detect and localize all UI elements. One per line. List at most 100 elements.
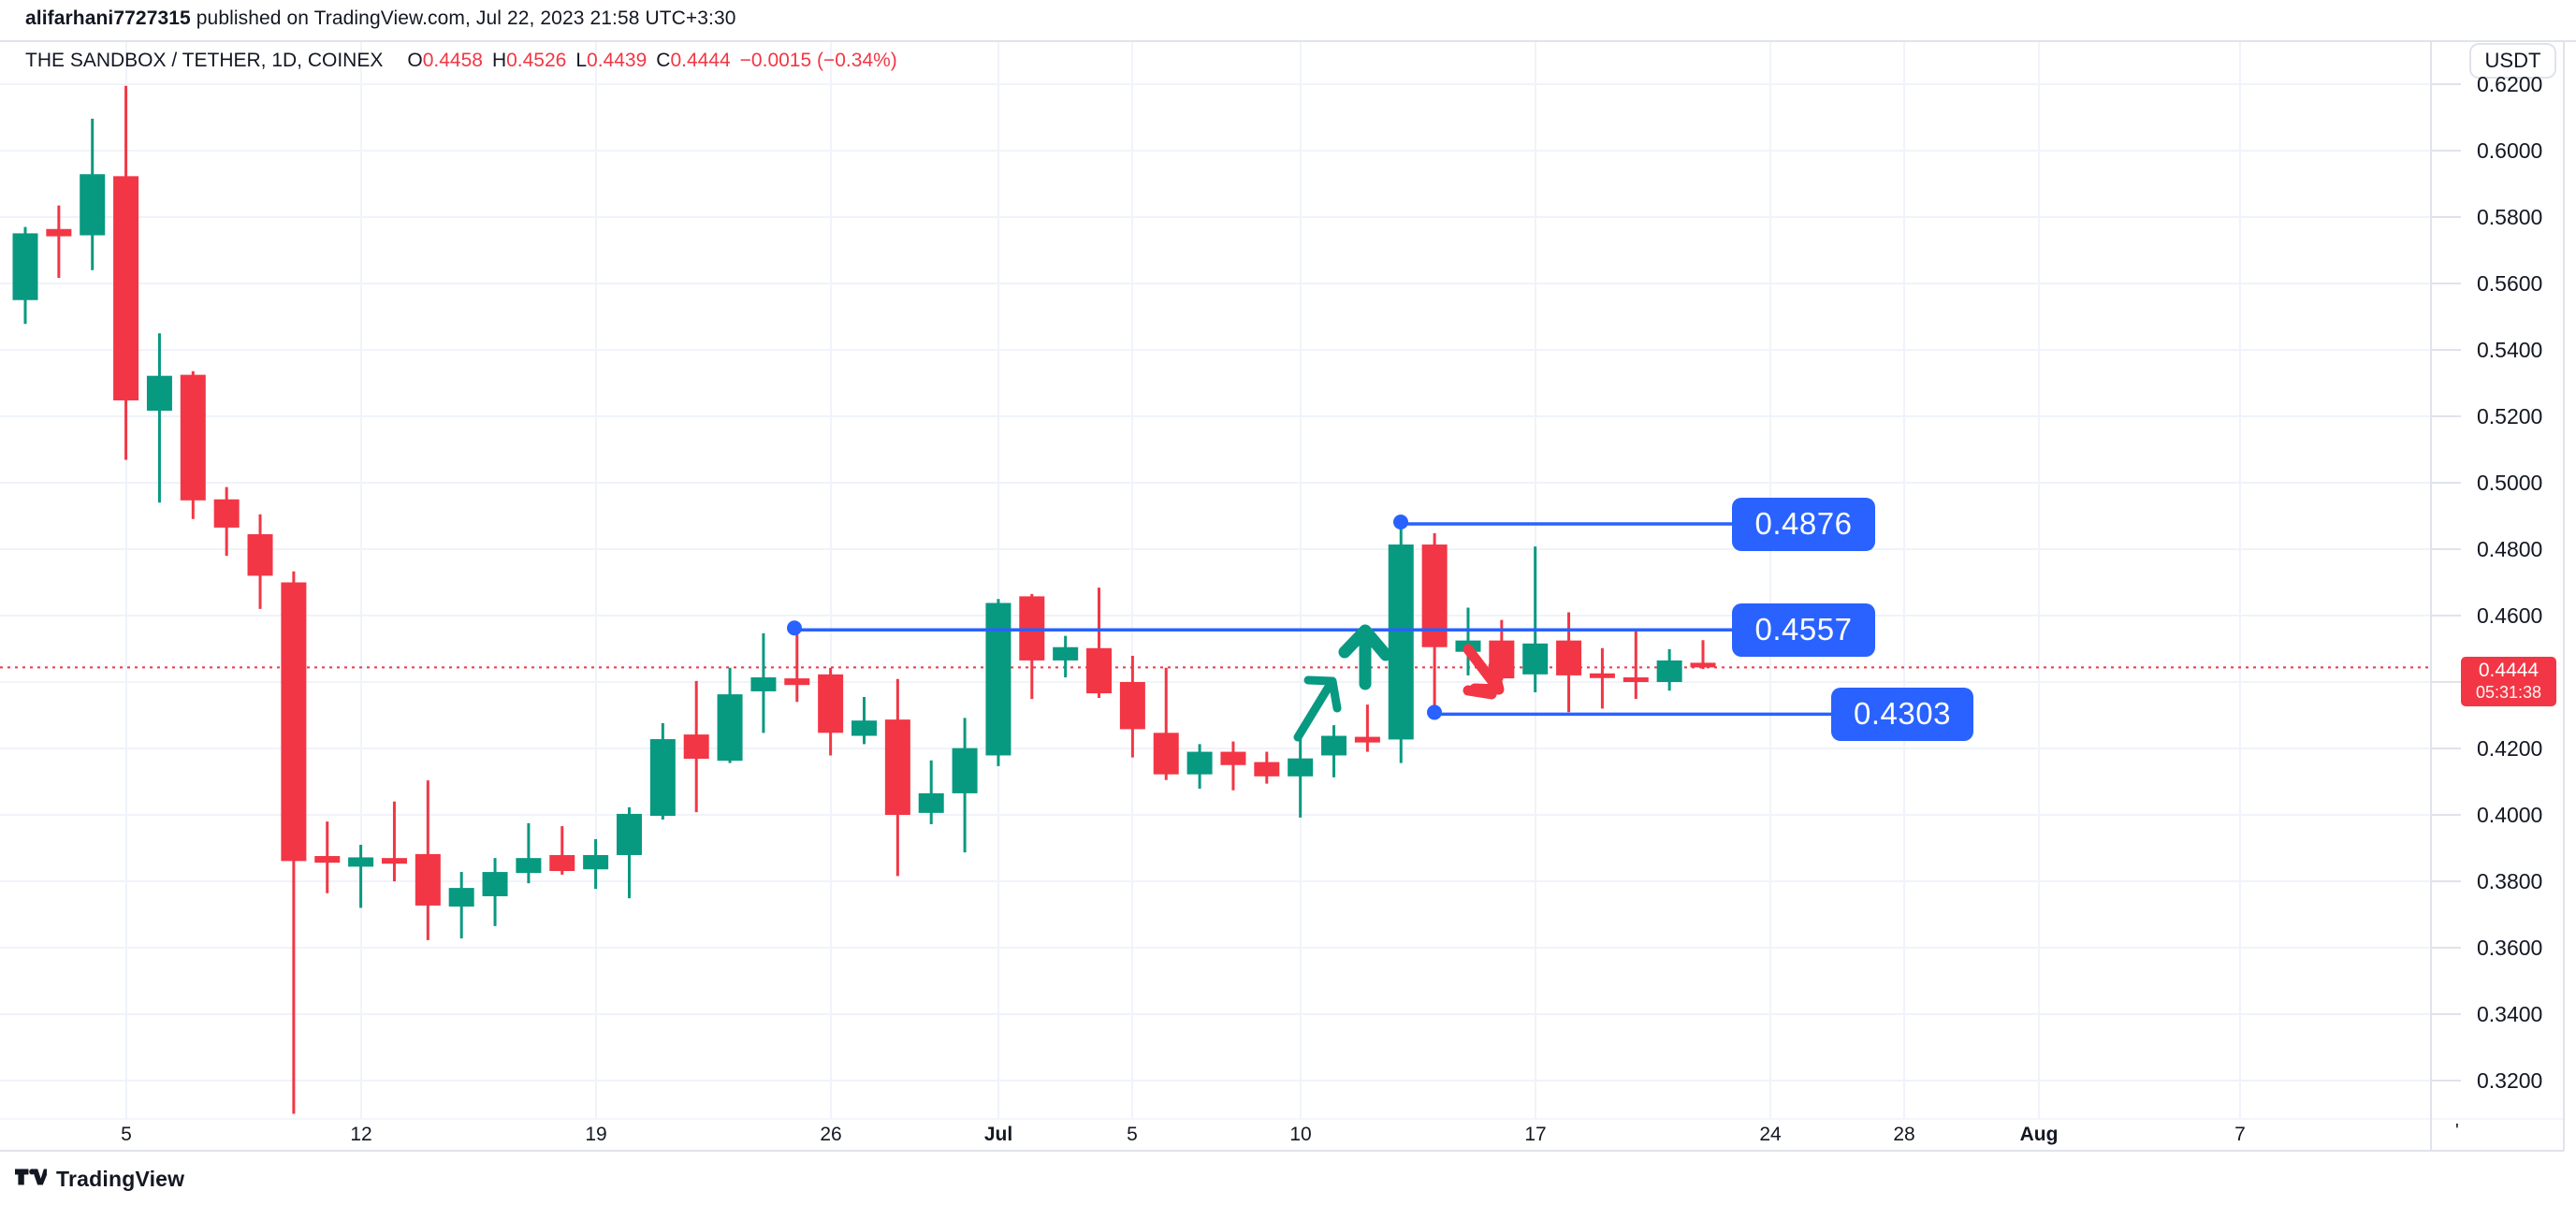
- price-axis-label: 0.5600: [2477, 271, 2543, 296]
- candle-body: [146, 375, 172, 411]
- candle-body: [851, 720, 877, 736]
- price-axis-label: 0.4600: [2477, 603, 2543, 628]
- candle-body: [1254, 762, 1280, 777]
- price-axis-label: 0.5400: [2477, 338, 2543, 362]
- footer-brand[interactable]: TradingView: [15, 1166, 184, 1193]
- level-value: 0.4303: [1854, 696, 1951, 732]
- candle-body: [985, 602, 1011, 756]
- time-axis-label: 5: [121, 1124, 132, 1145]
- candle-body: [649, 739, 676, 817]
- price-axis-label: 0.4000: [2477, 803, 2543, 827]
- open-label: O: [407, 50, 423, 71]
- candle-body: [314, 856, 341, 864]
- candle-body: [381, 858, 407, 864]
- price-axis-label: 0.6000: [2477, 138, 2543, 163]
- drawing-arrow: [1463, 685, 1497, 700]
- tradingview-logo-icon: [15, 1166, 50, 1193]
- level-value: 0.4557: [1754, 612, 1853, 647]
- candle-body: [750, 677, 777, 691]
- candle-body: [80, 174, 106, 236]
- candle-body: [1522, 643, 1549, 675]
- drawing-arrow: [1338, 624, 1392, 661]
- candle-body: [213, 499, 240, 528]
- candle-body: [1388, 544, 1414, 740]
- candle-body: [1656, 660, 1682, 682]
- candle-body: [348, 857, 374, 867]
- high-label: H: [491, 50, 507, 71]
- level-value: 0.4876: [1754, 506, 1853, 542]
- price-level-badge-low[interactable]: 0.4303: [1831, 687, 1973, 741]
- price-axis-label: 0.4200: [2477, 736, 2543, 761]
- time-axis-label: 12: [350, 1124, 372, 1145]
- candle-body: [247, 534, 273, 576]
- candle-body: [1556, 640, 1582, 675]
- candle-body: [1186, 751, 1213, 775]
- candle-body: [549, 854, 575, 871]
- symbol-title: THE SANDBOX / TETHER, 1D, COINEX: [25, 50, 384, 71]
- candle-body: [482, 872, 508, 896]
- candle-body: [1321, 735, 1347, 756]
- candle-body: [1589, 673, 1615, 678]
- high-value: 0.4526: [506, 50, 567, 71]
- candle-body: [616, 813, 642, 855]
- candle-body: [1690, 662, 1716, 668]
- candle-body: [281, 582, 307, 862]
- symbol-legend[interactable]: THE SANDBOX / TETHER, 1D, COINEX O0.4458 H…: [25, 50, 897, 72]
- close-value: 0.4444: [670, 50, 731, 71]
- candle-body: [46, 228, 72, 237]
- time-axis-label: 5: [1127, 1124, 1138, 1145]
- candle-body: [415, 853, 441, 906]
- time-axis-label: 7: [2234, 1124, 2246, 1145]
- candle-body: [818, 674, 844, 733]
- candle-body: [516, 858, 542, 874]
- candle-countdown: 05:31:38: [2475, 683, 2542, 702]
- candle-body: [180, 374, 206, 501]
- time-axis-label: 17: [1524, 1124, 1547, 1145]
- time-axis-label: 26: [820, 1124, 842, 1145]
- candle-body: [1153, 733, 1179, 775]
- price-axis-label: 0.3600: [2477, 936, 2543, 960]
- candle-body: [1288, 758, 1314, 777]
- candle-body: [884, 719, 910, 815]
- current-price-badge: 0.4444 05:31:38: [2461, 657, 2556, 706]
- level-anchor-dot: [787, 620, 802, 636]
- price-level-badge-high[interactable]: 0.4876: [1732, 497, 1875, 551]
- candle-body: [1053, 646, 1079, 661]
- currency-toggle-button[interactable]: USDT: [2469, 43, 2556, 79]
- candle-body: [1220, 751, 1246, 765]
- publish-header: alifarhani7727315 published on TradingVi…: [25, 7, 736, 30]
- tradingview-wordmark: TradingView: [56, 1167, 185, 1191]
- time-axis-label: Aug: [2019, 1124, 2059, 1145]
- level-anchor-dot: [1393, 515, 1408, 530]
- drawing-arrow: [1303, 675, 1342, 713]
- candle-body: [1421, 544, 1448, 647]
- price-axis-label: 0.5800: [2477, 205, 2543, 229]
- candle-body: [717, 694, 743, 762]
- price-axis-label: 0.6200: [2477, 72, 2543, 96]
- price-axis-label: 0.3200: [2477, 1068, 2543, 1093]
- candle-body: [683, 734, 709, 760]
- price-axis-label: 0.5000: [2477, 471, 2543, 495]
- time-axis-label: 28: [1893, 1124, 1915, 1145]
- open-value: 0.4458: [422, 50, 483, 71]
- candle-body: [952, 748, 978, 793]
- candle-body: [1086, 647, 1113, 694]
- publish-info: published on TradingView.com, Jul 22, 20…: [190, 7, 736, 29]
- candle-body: [113, 176, 139, 400]
- time-axis-end-mark: ': [2455, 1121, 2459, 1141]
- price-level-badge-mid[interactable]: 0.4557: [1732, 602, 1875, 657]
- price-axis-label: 0.3400: [2477, 1002, 2543, 1026]
- candle-body: [1119, 682, 1145, 730]
- price-axis-label: 0.5200: [2477, 404, 2543, 428]
- current-price-value: 0.4444: [2478, 660, 2540, 681]
- candle-body: [583, 854, 609, 870]
- candle-body: [918, 792, 944, 813]
- low-value: 0.4439: [587, 50, 648, 71]
- price-axis-label: 0.4800: [2477, 537, 2543, 561]
- time-axis-label: 19: [585, 1124, 607, 1145]
- candle-body: [784, 678, 810, 686]
- candle-body: [1623, 677, 1649, 683]
- time-axis-label: 10: [1289, 1124, 1312, 1145]
